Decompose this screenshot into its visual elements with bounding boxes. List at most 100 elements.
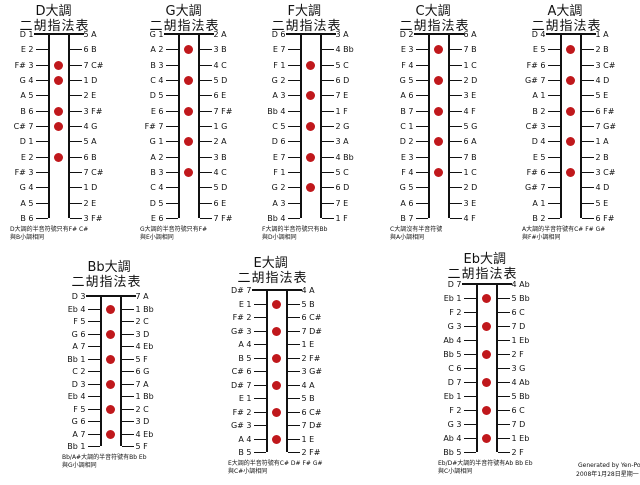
left-note-label: E 3	[400, 152, 414, 162]
left-note-label: Bb 5	[443, 350, 462, 359]
left-note-label: E 2	[20, 45, 34, 55]
left-note-label: C# 7	[13, 122, 34, 131]
left-note-label: E 2	[20, 152, 34, 162]
right-note-label: 1 F	[335, 214, 348, 223]
fret-tick	[463, 326, 476, 327]
fret-tick	[199, 126, 212, 127]
fret-tick	[463, 368, 476, 369]
right-note-label: 4 Ab	[511, 280, 530, 289]
fret-tick	[581, 64, 594, 66]
fret-tick	[287, 110, 300, 112]
fret-tick	[463, 424, 476, 425]
right-note-label: 6 E	[213, 91, 227, 101]
fret-tick	[463, 410, 476, 411]
fret-tick	[121, 296, 134, 297]
left-note-label: A 5	[20, 91, 34, 101]
finger-position-dot	[565, 45, 575, 55]
chart-note: D大調的半音符號只有F# C#	[10, 226, 89, 233]
chart-subtitle: 二胡指法表	[531, 19, 602, 34]
left-note-label: G 6	[71, 329, 86, 339]
left-note-label: A 3	[272, 198, 286, 208]
left-note-label: F 2	[449, 308, 462, 317]
fret-tick	[69, 64, 82, 66]
left-note-label: G 1	[149, 137, 164, 147]
outer-string	[285, 290, 288, 452]
fret-tick	[449, 80, 462, 81]
nut	[413, 33, 464, 35]
fret-tick	[87, 433, 100, 435]
right-note-label: 5 D	[213, 76, 228, 85]
left-note-label: G# 3	[230, 326, 252, 336]
fret-tick	[69, 187, 82, 189]
fret-tick	[463, 298, 476, 299]
finger-position-dot	[105, 304, 115, 314]
right-note-label: 2 E	[83, 91, 97, 101]
left-note-label: D 4	[531, 137, 546, 147]
right-note-label: 2 G	[335, 122, 350, 131]
fret-tick	[121, 396, 134, 397]
fret-tick	[199, 34, 212, 35]
fret-tick	[69, 126, 82, 127]
fret-tick	[547, 218, 560, 219]
left-note-label: F 2	[449, 406, 462, 415]
right-note-label: 5 A	[83, 137, 97, 147]
outer-string	[579, 34, 582, 218]
left-note-label: D 2	[399, 137, 414, 147]
right-note-label: 6 F#	[595, 106, 615, 116]
fret-tick	[287, 80, 300, 81]
right-note-label: 3 C#	[595, 60, 616, 70]
left-note-label: Ab 4	[443, 434, 462, 443]
fret-tick	[253, 452, 266, 453]
fret-tick	[87, 371, 100, 372]
fret-tick	[287, 438, 300, 440]
right-note-label: 2 B	[595, 45, 609, 55]
fret-tick	[321, 34, 334, 35]
right-note-label: 3 G#	[301, 367, 323, 376]
fret-tick	[87, 408, 100, 410]
fret-tick	[547, 34, 560, 35]
fret-tick	[35, 110, 48, 112]
right-note-label: 4 D	[595, 76, 610, 85]
left-note-label: F# 3	[14, 168, 34, 177]
right-note-label: 3 D	[135, 329, 150, 339]
fret-tick	[35, 218, 48, 219]
fret-tick	[87, 321, 100, 322]
chart-note: A大調的半音符號有C# F# G#	[522, 226, 606, 233]
left-note-label: C# 3	[525, 122, 546, 131]
fret-tick	[463, 452, 476, 453]
right-note-label: 4 Eb	[135, 429, 154, 439]
fret-tick	[449, 141, 462, 143]
right-note-label: 2 D	[463, 76, 478, 85]
fret-tick	[449, 156, 462, 158]
fret-tick	[35, 95, 48, 97]
left-note-label: A 1	[532, 91, 546, 101]
right-note-label: 6 C	[511, 308, 525, 317]
left-note-label: Eb 4	[67, 304, 86, 314]
right-note-label: 7 B	[463, 152, 477, 162]
fret-tick	[581, 141, 594, 143]
fret-tick	[463, 284, 476, 285]
left-note-label: F# 3	[14, 60, 34, 70]
fret-tick	[253, 303, 266, 305]
fret-tick	[199, 172, 212, 173]
fret-tick	[253, 425, 266, 426]
fret-tick	[35, 172, 48, 173]
finger-position-dot	[271, 434, 281, 444]
fret-tick	[321, 126, 334, 127]
right-note-label: 7 A	[135, 292, 149, 301]
left-note-label: B 2	[532, 106, 546, 116]
fret-tick	[581, 218, 594, 219]
fret-tick	[287, 303, 300, 305]
fret-tick	[165, 95, 178, 97]
finger-position-dot	[565, 137, 575, 147]
fret-tick	[415, 172, 428, 173]
right-note-label: 7 D	[511, 322, 526, 331]
fret-tick	[35, 49, 48, 51]
right-note-label: 7 D#	[301, 326, 323, 336]
right-note-label: 3 B	[213, 152, 227, 162]
fret-tick	[449, 49, 462, 51]
finger-position-dot	[53, 60, 63, 70]
nut	[33, 33, 84, 35]
fret-tick	[287, 172, 300, 173]
